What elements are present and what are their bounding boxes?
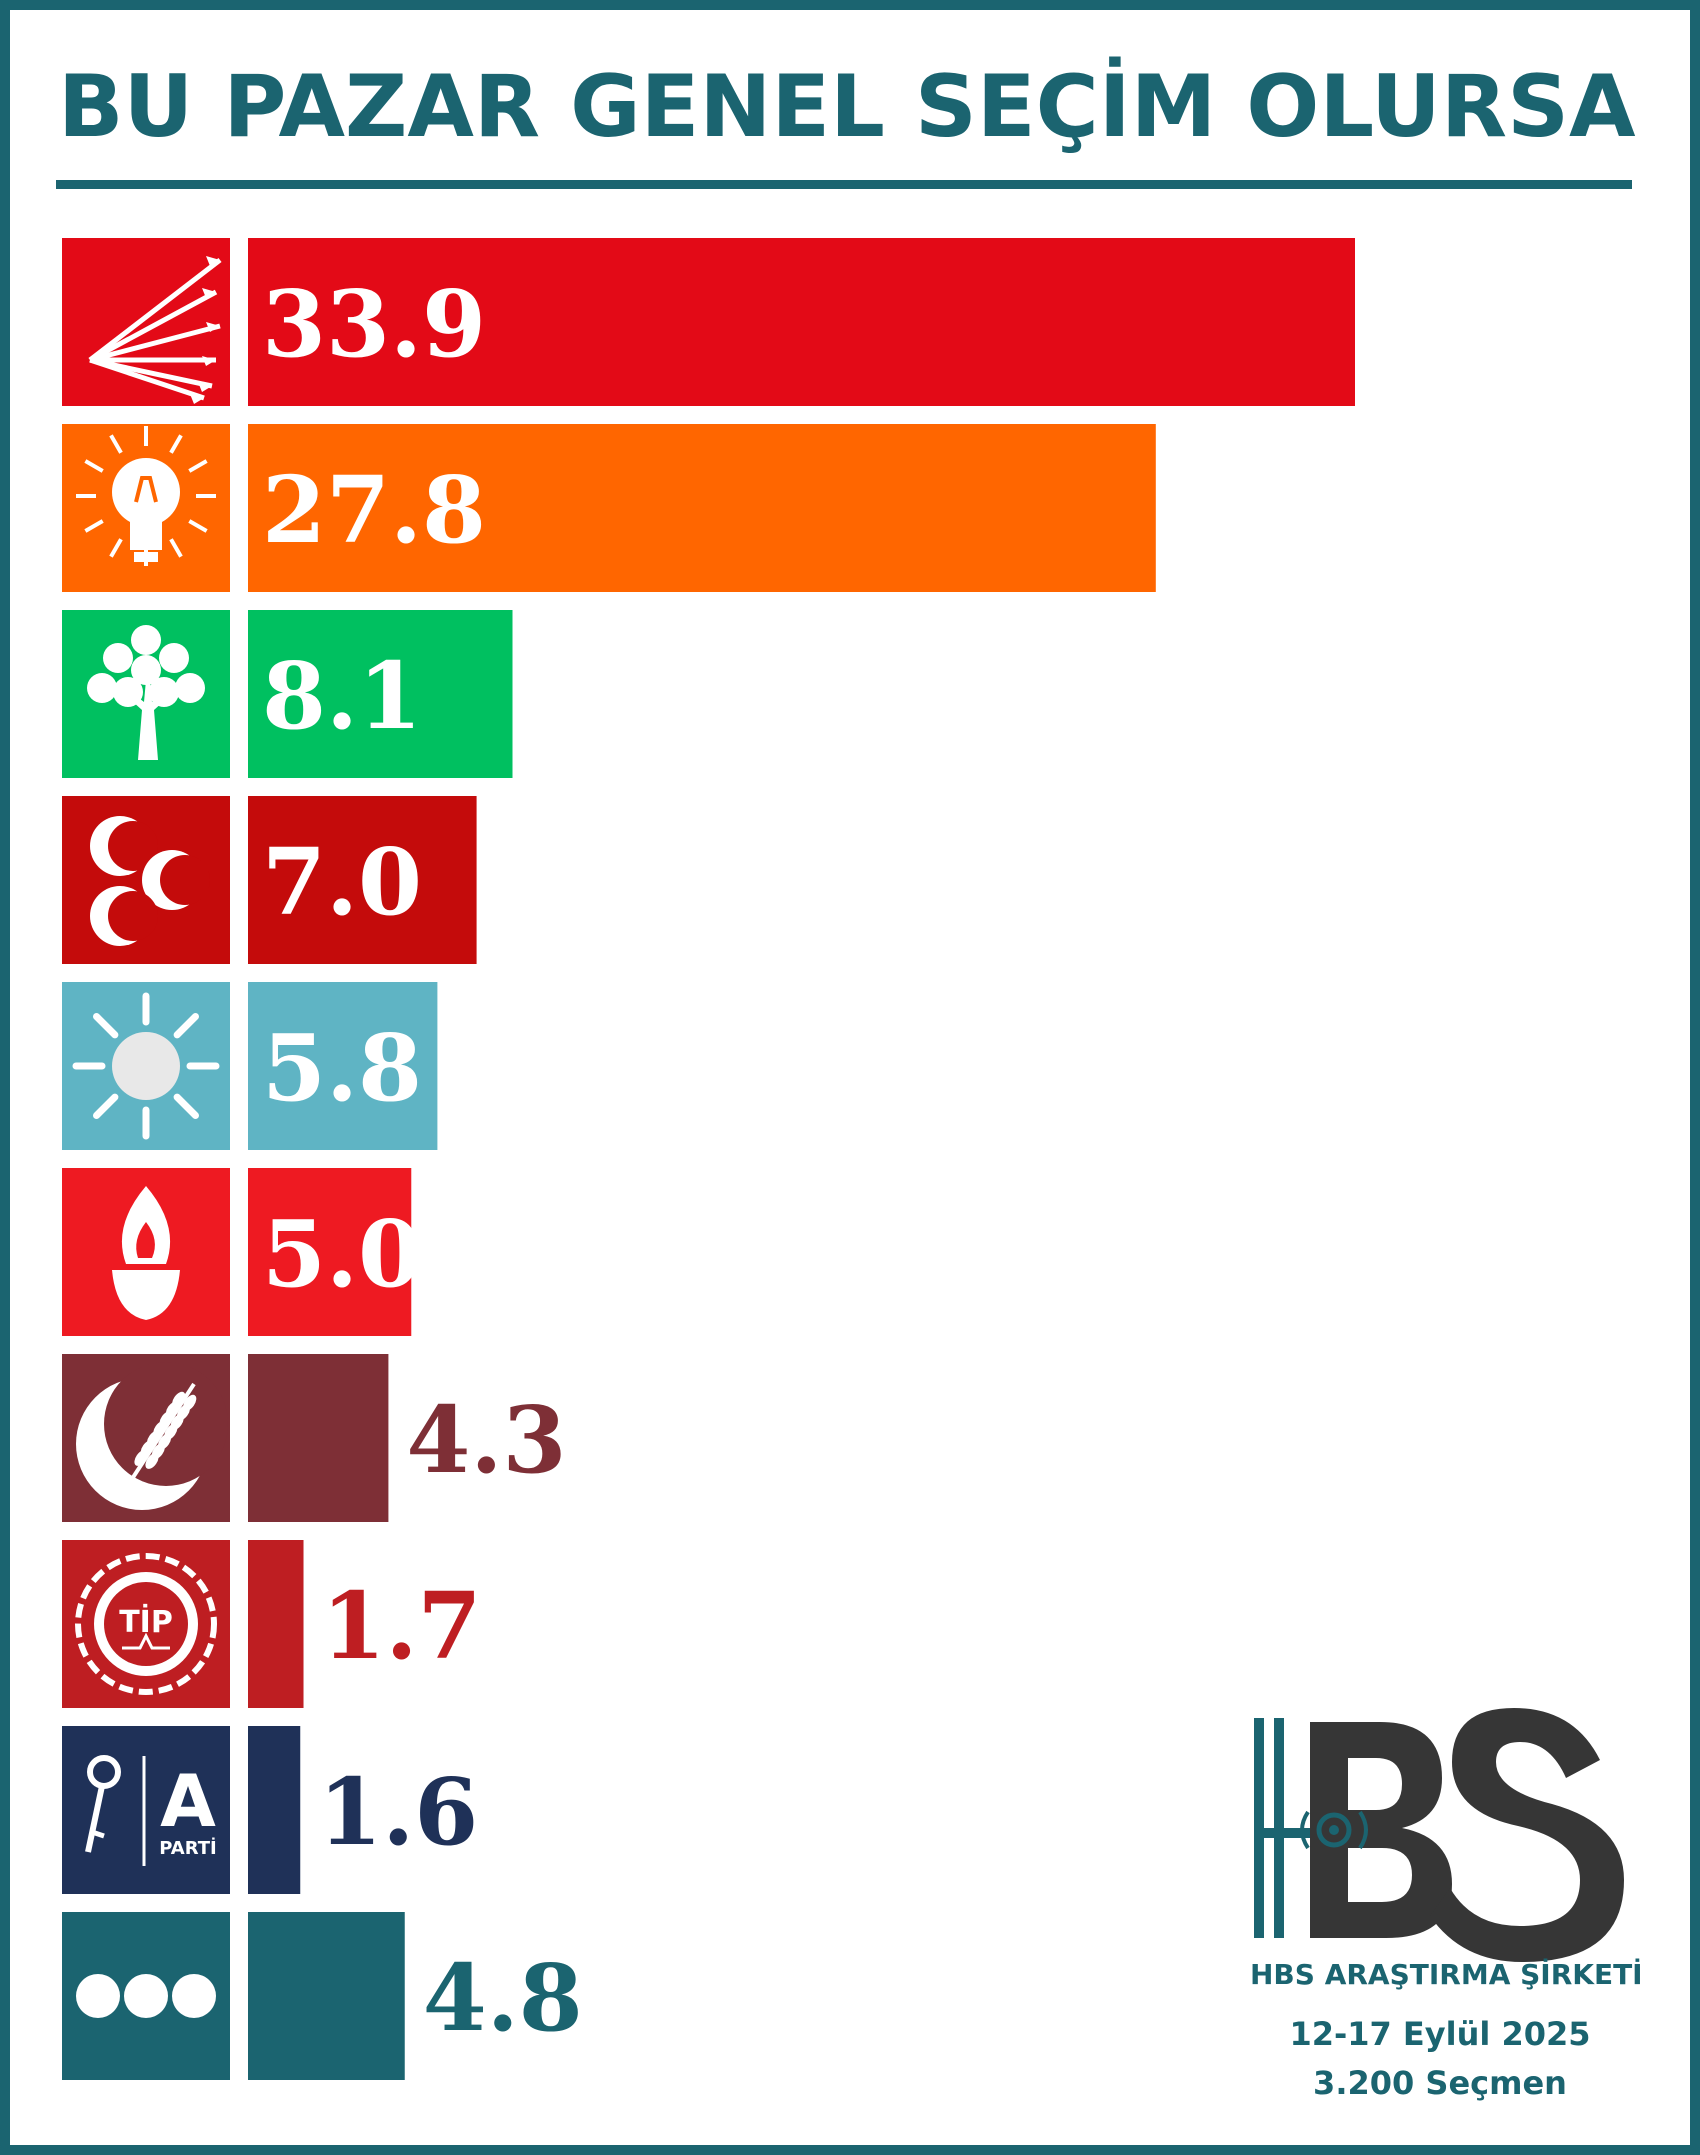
bar	[248, 1912, 405, 2080]
tree-icon	[62, 610, 230, 778]
three-crescents-icon	[62, 796, 230, 964]
survey-sample-size: 3.200 Seçmen	[1313, 2064, 1567, 2102]
sun-icon	[62, 982, 230, 1150]
svg-text:PARTİ: PARTİ	[159, 1837, 217, 1859]
hbs-logo	[1254, 1708, 1624, 1962]
tip-emblem-icon: TİP	[62, 1540, 230, 1708]
bar	[248, 982, 438, 1150]
bar-value-label: 8.1	[262, 642, 422, 750]
bar	[248, 610, 513, 778]
crescent-wheat-icon	[62, 1354, 230, 1522]
bar	[248, 796, 477, 964]
bar-value-label: 5.0	[262, 1200, 422, 1308]
bar-value-label: 5.8	[262, 1014, 422, 1122]
bar	[248, 1168, 412, 1336]
bar-value-label: 4.8	[423, 1944, 583, 2052]
bar-value-label: 33.9	[262, 270, 486, 378]
bar	[248, 1540, 304, 1708]
torch-flame-icon	[62, 1168, 230, 1336]
bar	[248, 238, 1355, 406]
chart-title: BU PAZAR GENEL SEÇİM OLURSA	[58, 57, 1636, 157]
bar	[248, 1354, 389, 1522]
light-bulb-icon	[62, 424, 230, 592]
bar	[248, 1726, 301, 1894]
svg-text:A: A	[160, 1759, 216, 1843]
bar-value-label: 1.6	[318, 1758, 478, 1866]
bar-value-label: 27.8	[262, 456, 486, 564]
six-arrows-icon	[62, 238, 230, 406]
bar-value-label: 7.0	[262, 828, 422, 936]
bar	[248, 424, 1156, 592]
title-divider	[56, 180, 1632, 189]
bar-value-label: 1.7	[322, 1572, 482, 1680]
company-name: HBS ARAŞTIRMA ŞİRKETİ	[1250, 1958, 1643, 1991]
survey-dates: 12-17 Eylül 2025	[1289, 2015, 1591, 2053]
ellipsis-dots-icon	[62, 1912, 230, 2080]
bar-value-label: 4.3	[406, 1386, 566, 1494]
